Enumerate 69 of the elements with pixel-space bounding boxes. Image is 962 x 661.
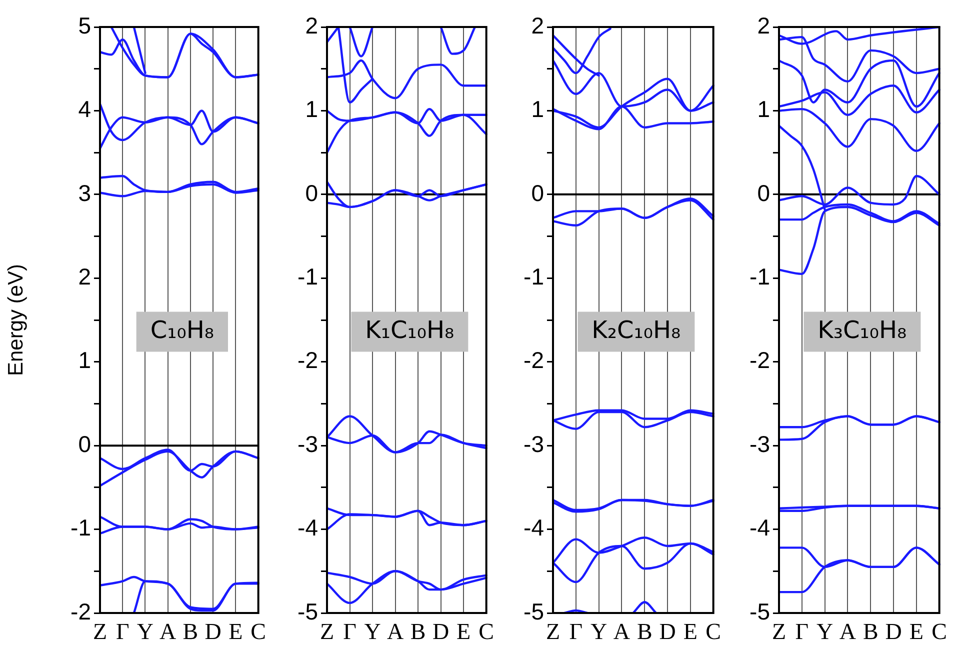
x-tick-label: Γ xyxy=(343,618,356,644)
annotation: K₃C₁₀H₈ xyxy=(818,316,907,344)
y-tick-label: -2 xyxy=(524,347,544,374)
x-tick-label: Y xyxy=(136,618,154,644)
y-tick-label: 2 xyxy=(305,12,318,38)
x-tick-label: Y xyxy=(364,618,382,644)
y-tick-label: -2 xyxy=(70,598,91,624)
y-tick-label: 4 xyxy=(78,96,92,122)
x-tick-label: C xyxy=(250,618,266,644)
y-tick-label: 0 xyxy=(305,180,318,206)
x-tick-label: A xyxy=(613,618,630,644)
y-tick-label: -1 xyxy=(524,263,544,290)
x-tick-label: B xyxy=(862,618,878,644)
y-tick-label: -5 xyxy=(524,598,544,624)
y-tick-label: -3 xyxy=(524,430,544,457)
y-tick-label: 2 xyxy=(78,263,91,290)
x-tick-label: Z xyxy=(772,618,786,644)
y-tick-label: 1 xyxy=(531,96,544,122)
y-tick-label: -5 xyxy=(298,598,318,624)
y-tick-label: 2 xyxy=(531,12,544,38)
y-tick-label: -1 xyxy=(298,263,318,290)
x-tick-label: Z xyxy=(92,618,108,644)
x-tick-label: B xyxy=(182,618,198,644)
x-tick-label: Y xyxy=(590,618,608,644)
x-tick-label: A xyxy=(160,618,177,644)
x-tick-label: Y xyxy=(816,618,834,644)
x-tick-label: Z xyxy=(320,618,334,644)
y-tick-label: 3 xyxy=(78,180,91,206)
x-tick-label: E xyxy=(683,618,698,644)
y-tick-label: -2 xyxy=(298,347,318,374)
y-tick-label: -1 xyxy=(750,263,770,290)
annotation: C₁₀H₈ xyxy=(150,316,214,344)
y-tick-label: -5 xyxy=(750,598,770,624)
y-tick-label: 1 xyxy=(305,96,318,122)
y-tick-label: -4 xyxy=(750,514,770,541)
y-tick-label: 0 xyxy=(531,180,544,206)
x-tick-label: E xyxy=(456,618,471,644)
y-tick-label: -3 xyxy=(298,430,318,457)
x-tick-label: B xyxy=(410,618,426,644)
x-tick-label: Z xyxy=(546,618,560,644)
x-tick-label: A xyxy=(839,618,856,644)
y-tick-label: -3 xyxy=(750,430,770,457)
y-axis-title: Energy (eV) xyxy=(4,264,28,376)
x-tick-label: D xyxy=(885,618,902,644)
x-tick-label: E xyxy=(909,618,924,644)
y-tick-label: 2 xyxy=(757,12,770,38)
y-tick-label: -4 xyxy=(298,514,318,541)
y-tick-label: 1 xyxy=(757,96,770,122)
x-tick-label: Γ xyxy=(795,618,809,644)
x-tick-label: C xyxy=(478,618,494,644)
y-tick-label: 1 xyxy=(78,347,91,374)
y-tick-label: -1 xyxy=(70,514,91,541)
x-tick-label: D xyxy=(659,618,676,644)
y-tick-label: -2 xyxy=(750,347,770,374)
y-tick-label: 5 xyxy=(78,12,91,38)
x-tick-label: A xyxy=(386,618,404,644)
x-tick-label: D xyxy=(204,618,222,644)
y-tick-label: 0 xyxy=(757,180,770,206)
x-tick-label: C xyxy=(932,618,947,644)
x-tick-label: E xyxy=(228,618,243,644)
annotation: K₁C₁₀H₈ xyxy=(365,316,454,344)
x-tick-label: Γ xyxy=(116,618,130,644)
y-tick-label: 0 xyxy=(78,430,91,457)
x-tick-label: D xyxy=(432,618,450,644)
annotation: K₂C₁₀H₈ xyxy=(592,316,681,344)
y-tick-label: -4 xyxy=(524,514,544,541)
x-tick-label: Γ xyxy=(569,618,583,644)
x-tick-label: B xyxy=(636,618,652,644)
x-tick-label: C xyxy=(706,618,721,644)
